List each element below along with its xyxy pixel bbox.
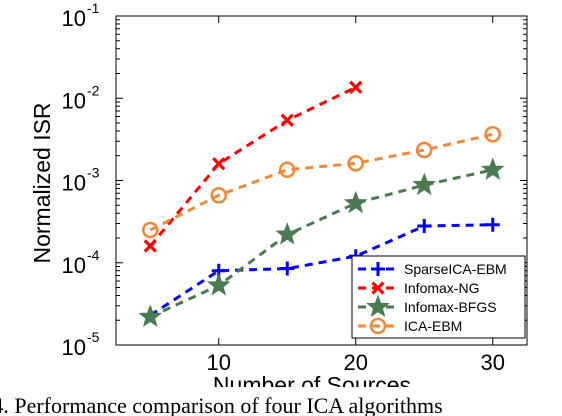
x-axis-label: Number of Sources [213, 372, 411, 387]
legend-marker [371, 262, 385, 276]
legend-label: Infomax-NG [404, 280, 479, 296]
series-line [149, 85, 357, 247]
data-point [349, 80, 363, 94]
data-point [343, 190, 368, 214]
legend-marker [371, 281, 385, 295]
data-point [141, 221, 159, 239]
legend: SparseICA-EBM Infomax-NG Infomax-BFGS ICA-E… [351, 255, 526, 339]
legend-entry: Infomax-NG [358, 280, 479, 296]
y-tick-label-exponent: -3 [87, 165, 100, 181]
data-point [412, 172, 437, 196]
y-tick-label: 10 [62, 253, 86, 278]
data-point [415, 141, 433, 159]
data-point [206, 272, 231, 296]
figure-caption: Fig. 4. Performance comparison of four I… [0, 393, 443, 416]
legend-label: Infomax-BFGS [404, 299, 497, 315]
y-tick-label: 10 [62, 6, 86, 31]
y-tick-label: 10 [62, 171, 86, 196]
y-axis-label: Normalized ISR [29, 102, 55, 263]
x-tick-label: 10 [207, 350, 231, 375]
data-point [417, 218, 432, 233]
y-tick-label: 10 [62, 88, 86, 113]
data-point [212, 157, 226, 171]
legend-entry: ICA-EBM [358, 317, 462, 335]
y-tick-label-exponent: -1 [87, 0, 100, 16]
chart: 10 -510 -410 -310 -210 -110 20 30 SparseICA-EBM… [29, 0, 528, 387]
legend-entry: SparseICA-EBM [358, 261, 507, 277]
series-infomax-bfgs [138, 157, 505, 327]
y-tick-label-exponent: -5 [87, 329, 100, 345]
data-point [278, 161, 296, 179]
data-point [480, 157, 505, 180]
series-ica-ebm [141, 125, 502, 239]
legend-marker [369, 317, 387, 335]
legend-marker [366, 294, 390, 318]
legend-label: SparseICA-EBM [404, 261, 507, 277]
data-point [210, 187, 228, 204]
data-point [280, 113, 294, 127]
legend-label: ICA-EBM [404, 318, 462, 334]
caption-area: Fig. 4. Performance comparison of four I… [0, 387, 562, 416]
series-line [149, 168, 494, 319]
data-point [485, 217, 500, 232]
data-point [143, 239, 157, 253]
data-point [347, 154, 365, 172]
data-point [484, 125, 502, 143]
data-point [280, 261, 295, 276]
x-tick-label: 20 [344, 350, 368, 375]
y-tick-label-exponent: -4 [87, 247, 100, 263]
series-infomax-ng [143, 80, 363, 253]
legend-entry: Infomax-BFGS [358, 294, 497, 318]
series-line [149, 132, 494, 232]
axes: 10 -510 -410 -310 -210 -110 20 30 [62, 0, 528, 375]
y-tick-label: 10 [62, 335, 86, 360]
data-point [275, 222, 300, 245]
y-tick-label-exponent: -2 [87, 82, 100, 98]
series-line [149, 223, 493, 317]
x-tick-label: 30 [481, 350, 505, 375]
data-point [138, 304, 163, 327]
